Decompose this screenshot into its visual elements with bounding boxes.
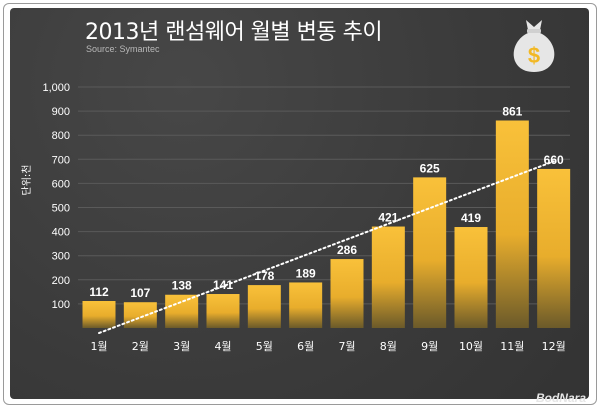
bar <box>206 294 240 328</box>
x-tick-label: 4월 <box>214 340 231 353</box>
value-labels: 112 107 138 141 178 189 286 421 625 419 861 660 <box>89 104 564 300</box>
y-tick-label: 500 <box>52 203 70 215</box>
bar-value-label: 189 <box>296 266 316 280</box>
money-bag-icon: $ <box>513 20 555 72</box>
bar <box>371 226 405 328</box>
x-tick-label: 5월 <box>256 340 273 353</box>
bar-value-label: 861 <box>502 104 522 118</box>
x-axis-labels: 1월 2월 3월 4월 5월 6월 7월 8월 9월 10월 11월 12월 <box>90 340 565 353</box>
chart-panel <box>10 8 589 399</box>
x-tick-label: 9월 <box>421 340 438 353</box>
x-tick-label: 3월 <box>173 340 190 353</box>
x-tick-label: 11월 <box>500 340 524 353</box>
x-tick-label: 2월 <box>132 340 149 353</box>
x-tick-label: 8월 <box>380 340 397 353</box>
bar <box>123 302 157 328</box>
x-tick-label: 1월 <box>90 340 107 353</box>
y-tick-label: 300 <box>52 251 70 263</box>
y-tick-label: 800 <box>52 130 70 142</box>
y-axis-ticks: 100 200 300 400 500 600 700 800 900 1,000 <box>42 82 70 311</box>
x-tick-label: 12월 <box>542 340 566 353</box>
bar <box>82 301 116 328</box>
bars <box>82 120 571 329</box>
y-axis-unit-label: 단위:천 <box>20 165 33 196</box>
brand-logo: BodNara <box>535 391 586 405</box>
x-tick-label: 6월 <box>297 340 314 353</box>
bar-value-label: 141 <box>213 278 233 292</box>
y-tick-label: 700 <box>52 154 70 166</box>
x-tick-label: 10월 <box>459 340 483 353</box>
bar-value-label: 107 <box>130 286 150 300</box>
bar <box>413 177 447 328</box>
bar-value-label: 138 <box>172 279 192 293</box>
y-tick-label: 1,000 <box>42 82 70 94</box>
bar-value-label: 178 <box>254 269 274 283</box>
chart-title: 2013년 랜섬웨어 월별 변동 추이 <box>85 20 383 45</box>
bar-value-label: 112 <box>89 285 109 299</box>
y-tick-label: 200 <box>52 275 70 287</box>
bar <box>454 227 488 328</box>
trend-line-path <box>98 160 555 335</box>
y-tick-label: 100 <box>52 299 70 311</box>
bar-value-label: 421 <box>378 211 398 225</box>
bar-value-label: 419 <box>461 211 481 225</box>
trend-line <box>98 160 555 335</box>
chart-source: Source: Symantec <box>86 44 160 54</box>
bar <box>289 282 323 328</box>
y-tick-label: 400 <box>52 227 70 239</box>
y-tick-label: 900 <box>52 106 70 118</box>
bar <box>495 120 529 329</box>
y-tick-label: 600 <box>52 178 70 190</box>
bar <box>330 259 364 328</box>
bar <box>165 294 199 328</box>
bar-value-label: 286 <box>337 243 357 257</box>
bar <box>247 285 281 328</box>
bar-value-label: 625 <box>420 161 440 175</box>
svg-text:$: $ <box>528 43 540 68</box>
grid-lines <box>78 86 570 305</box>
bar <box>537 168 571 328</box>
x-tick-label: 7월 <box>338 340 355 353</box>
bar-value-label: 660 <box>544 153 564 167</box>
